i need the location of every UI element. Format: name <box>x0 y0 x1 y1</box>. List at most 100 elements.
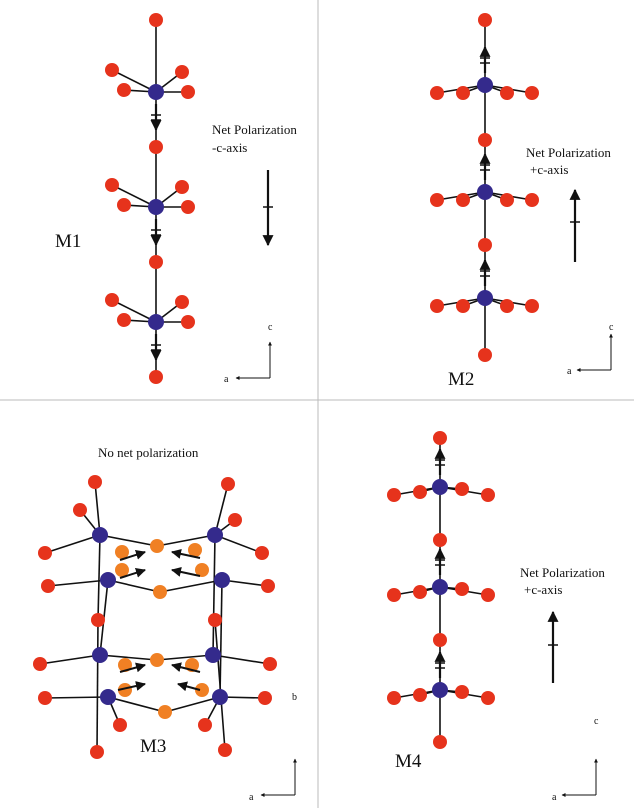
annotation: Net Polarization <box>212 122 297 137</box>
atom <box>90 745 104 759</box>
atom <box>456 86 470 100</box>
atom <box>198 718 212 732</box>
annotation: Net Polarization <box>526 145 611 160</box>
atom <box>525 193 539 207</box>
bond <box>157 655 213 660</box>
atom <box>117 198 131 212</box>
atom <box>228 513 242 527</box>
atom <box>33 657 47 671</box>
axis-label: c <box>609 322 614 333</box>
annotation: +c-axis <box>524 582 562 597</box>
annotation: Net Polarization <box>520 565 605 580</box>
atom <box>455 685 469 699</box>
atom <box>181 85 195 99</box>
atom <box>105 63 119 77</box>
atom <box>387 588 401 602</box>
atom <box>100 572 116 588</box>
annotation: +c-axis <box>530 162 568 177</box>
atom <box>413 688 427 702</box>
atom <box>481 488 495 502</box>
atom <box>73 503 87 517</box>
atom <box>432 579 448 595</box>
atom <box>153 585 167 599</box>
atom <box>38 546 52 560</box>
atom <box>413 485 427 499</box>
atom <box>117 83 131 97</box>
atom <box>432 479 448 495</box>
atom <box>148 84 164 100</box>
atom <box>478 348 492 362</box>
panel-label: M1 <box>55 231 81 252</box>
structures <box>33 13 611 795</box>
atom <box>263 657 277 671</box>
atom <box>92 527 108 543</box>
axis-label: a <box>567 366 572 377</box>
atom <box>205 647 221 663</box>
atom <box>478 13 492 27</box>
atom <box>148 314 164 330</box>
atom <box>478 133 492 147</box>
axis-label: a <box>249 792 254 803</box>
atom <box>477 290 493 306</box>
atom <box>150 539 164 553</box>
atom <box>387 691 401 705</box>
atom <box>149 255 163 269</box>
atom <box>149 370 163 384</box>
atom <box>175 65 189 79</box>
bond <box>98 535 100 620</box>
bond <box>213 535 215 655</box>
axis-label: b <box>292 692 297 703</box>
atom <box>432 682 448 698</box>
bond <box>40 655 100 664</box>
annotation: -c-axis <box>212 140 247 155</box>
atom <box>255 546 269 560</box>
atom <box>433 633 447 647</box>
atom <box>525 86 539 100</box>
axis-label: a <box>552 792 557 803</box>
bond <box>165 697 220 712</box>
panel-label: M3 <box>140 736 166 757</box>
atom <box>477 77 493 93</box>
atom <box>455 482 469 496</box>
atom <box>149 140 163 154</box>
bond <box>100 535 157 546</box>
bond <box>160 580 222 592</box>
axis-label: a <box>224 374 229 385</box>
bond <box>108 697 165 712</box>
atom <box>100 689 116 705</box>
atom <box>175 295 189 309</box>
bond <box>213 655 270 664</box>
atom <box>478 238 492 252</box>
atom <box>214 572 230 588</box>
atom <box>455 582 469 596</box>
axis-label: c <box>268 322 273 333</box>
atom <box>430 299 444 313</box>
atom <box>500 299 514 313</box>
atom <box>148 199 164 215</box>
atom <box>456 299 470 313</box>
atom <box>456 193 470 207</box>
panel-label: M2 <box>448 369 474 390</box>
atom <box>433 735 447 749</box>
atom <box>481 588 495 602</box>
atom <box>387 488 401 502</box>
atom <box>150 653 164 667</box>
atom <box>258 691 272 705</box>
atom <box>91 613 105 627</box>
atom <box>430 193 444 207</box>
bond <box>97 620 98 752</box>
atom <box>218 743 232 757</box>
axis-label: c <box>594 716 599 727</box>
figure: Net Polarization -c-axis M1 c a Net Pola… <box>0 0 634 808</box>
atom <box>41 579 55 593</box>
atom <box>92 647 108 663</box>
atom <box>481 691 495 705</box>
atom <box>212 689 228 705</box>
atom <box>413 585 427 599</box>
atom <box>525 299 539 313</box>
atom <box>433 431 447 445</box>
atom <box>117 313 131 327</box>
bond <box>45 697 108 698</box>
atom <box>181 200 195 214</box>
atom <box>88 475 102 489</box>
